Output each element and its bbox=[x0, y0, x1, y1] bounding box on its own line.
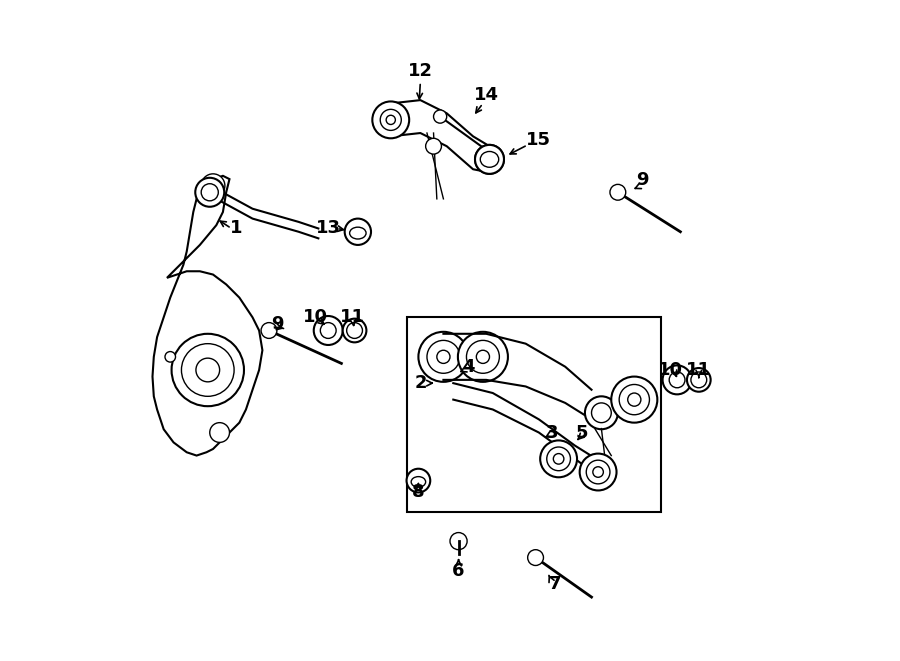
Circle shape bbox=[611, 377, 657, 422]
Text: 9: 9 bbox=[636, 171, 649, 190]
Circle shape bbox=[619, 385, 650, 414]
Circle shape bbox=[386, 115, 395, 124]
Circle shape bbox=[426, 138, 441, 154]
Text: 8: 8 bbox=[412, 483, 425, 501]
Polygon shape bbox=[152, 176, 263, 455]
Circle shape bbox=[593, 467, 603, 477]
Text: 10: 10 bbox=[302, 308, 328, 327]
Circle shape bbox=[380, 109, 401, 130]
Circle shape bbox=[450, 533, 467, 550]
Text: 12: 12 bbox=[408, 61, 433, 79]
Circle shape bbox=[610, 184, 626, 200]
Circle shape bbox=[345, 219, 371, 245]
Circle shape bbox=[418, 332, 468, 382]
Circle shape bbox=[554, 453, 564, 464]
Circle shape bbox=[547, 447, 571, 471]
Text: 10: 10 bbox=[658, 361, 683, 379]
Text: 9: 9 bbox=[271, 315, 284, 333]
Circle shape bbox=[182, 344, 234, 397]
Circle shape bbox=[527, 550, 544, 565]
Circle shape bbox=[476, 350, 490, 364]
Text: 6: 6 bbox=[453, 562, 464, 580]
Ellipse shape bbox=[411, 477, 426, 487]
Bar bbox=[407, 317, 661, 512]
Circle shape bbox=[195, 178, 224, 207]
Text: 7: 7 bbox=[549, 575, 562, 593]
Circle shape bbox=[475, 145, 504, 174]
Circle shape bbox=[427, 340, 460, 373]
Circle shape bbox=[585, 397, 617, 429]
Circle shape bbox=[261, 323, 277, 338]
Circle shape bbox=[320, 323, 336, 338]
Circle shape bbox=[670, 372, 685, 388]
Circle shape bbox=[466, 340, 500, 373]
Circle shape bbox=[482, 151, 498, 167]
Text: 14: 14 bbox=[473, 86, 499, 104]
Ellipse shape bbox=[349, 227, 366, 239]
Circle shape bbox=[172, 334, 244, 407]
Circle shape bbox=[627, 393, 641, 407]
Circle shape bbox=[458, 332, 508, 382]
Circle shape bbox=[202, 184, 219, 201]
Circle shape bbox=[475, 145, 504, 174]
Text: 15: 15 bbox=[526, 131, 552, 149]
Circle shape bbox=[314, 316, 343, 345]
Circle shape bbox=[662, 366, 691, 395]
Text: 2: 2 bbox=[414, 374, 427, 392]
Circle shape bbox=[691, 372, 707, 388]
Circle shape bbox=[407, 469, 430, 492]
Circle shape bbox=[580, 453, 616, 490]
Circle shape bbox=[436, 350, 450, 364]
Text: 13: 13 bbox=[316, 219, 341, 237]
Circle shape bbox=[687, 368, 711, 392]
Circle shape bbox=[373, 101, 410, 138]
Circle shape bbox=[210, 422, 230, 442]
Text: 4: 4 bbox=[463, 358, 474, 375]
Text: 11: 11 bbox=[340, 308, 365, 327]
Circle shape bbox=[540, 440, 577, 477]
Circle shape bbox=[434, 110, 446, 123]
Text: 11: 11 bbox=[686, 361, 711, 379]
Circle shape bbox=[591, 403, 611, 422]
Circle shape bbox=[165, 352, 176, 362]
Text: 5: 5 bbox=[575, 424, 588, 442]
Text: 3: 3 bbox=[545, 424, 558, 442]
Circle shape bbox=[586, 460, 610, 484]
Ellipse shape bbox=[481, 151, 499, 167]
Circle shape bbox=[202, 174, 225, 198]
Circle shape bbox=[343, 319, 366, 342]
Circle shape bbox=[208, 180, 219, 191]
Circle shape bbox=[346, 323, 363, 338]
Text: 1: 1 bbox=[230, 219, 242, 237]
Circle shape bbox=[196, 358, 220, 382]
Circle shape bbox=[486, 156, 493, 163]
